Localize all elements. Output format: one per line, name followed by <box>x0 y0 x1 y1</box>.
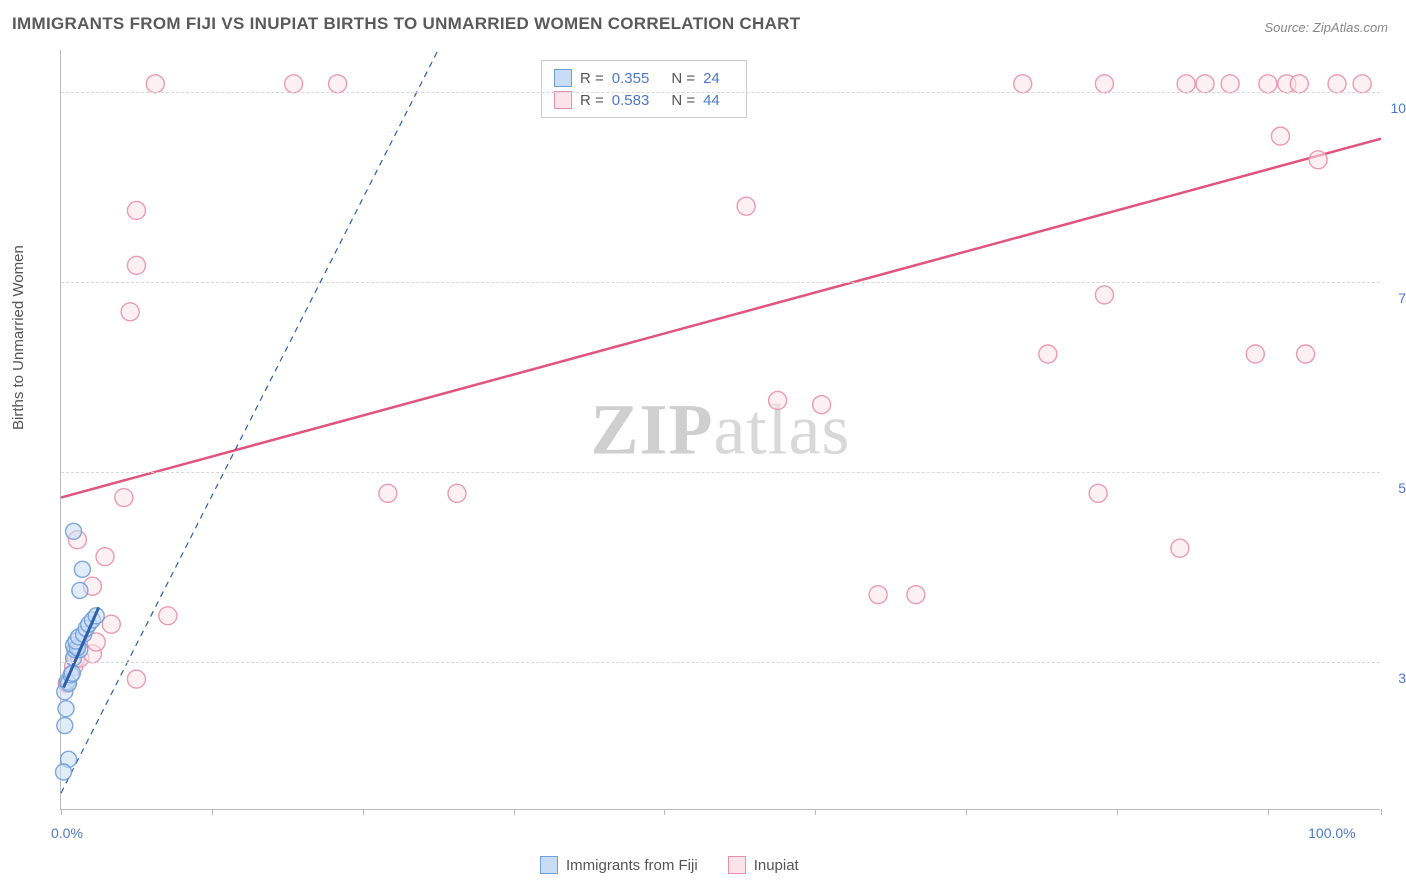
trend-line <box>61 139 1381 498</box>
y-tick-label: 55.0% <box>1398 480 1406 496</box>
r-label: R = <box>580 70 604 87</box>
data-point <box>1309 151 1327 169</box>
x-tick-label: 100.0% <box>1308 825 1355 841</box>
data-point <box>1328 75 1346 93</box>
plot-svg <box>61 50 1380 809</box>
legend-swatch <box>554 69 572 87</box>
legend-series: Immigrants from Fiji Inupiat <box>540 856 799 874</box>
x-tick <box>966 809 967 815</box>
data-point <box>58 701 74 717</box>
source-label: Source: ZipAtlas.com <box>1264 20 1388 35</box>
grid-line <box>61 282 1380 283</box>
y-tick-label: 100.0% <box>1391 100 1406 116</box>
data-point <box>1297 345 1315 363</box>
data-point <box>72 582 88 598</box>
data-point <box>769 391 787 409</box>
data-point <box>737 197 755 215</box>
x-tick <box>212 809 213 815</box>
data-point <box>56 764 72 780</box>
x-tick <box>61 809 62 815</box>
data-point <box>121 303 139 321</box>
data-point <box>285 75 303 93</box>
data-point <box>1196 75 1214 93</box>
grid-line <box>61 472 1380 473</box>
legend-stat-row: R = 0.355 N = 24 <box>554 67 734 89</box>
data-point <box>1353 75 1371 93</box>
legend-item: Inupiat <box>728 856 799 874</box>
data-point <box>1246 345 1264 363</box>
data-point <box>448 484 466 502</box>
x-tick <box>664 809 665 815</box>
n-value: 24 <box>703 70 720 87</box>
legend-item: Immigrants from Fiji <box>540 856 698 874</box>
legend-swatch <box>540 856 558 874</box>
legend-label: Inupiat <box>754 857 799 874</box>
x-tick-label: 0.0% <box>51 825 83 841</box>
r-value: 0.583 <box>612 92 650 109</box>
x-tick <box>1117 809 1118 815</box>
data-point <box>1290 75 1308 93</box>
data-point <box>1089 484 1107 502</box>
data-point <box>102 615 120 633</box>
grid-line <box>61 92 1380 93</box>
data-point <box>1039 345 1057 363</box>
trend-line <box>61 50 438 793</box>
x-tick <box>514 809 515 815</box>
data-point <box>127 256 145 274</box>
grid-line <box>61 662 1380 663</box>
x-tick <box>363 809 364 815</box>
data-point <box>1259 75 1277 93</box>
n-label: N = <box>671 92 695 109</box>
data-point <box>1171 539 1189 557</box>
r-label: R = <box>580 92 604 109</box>
x-tick <box>1381 809 1382 815</box>
data-point <box>127 201 145 219</box>
legend-swatch <box>554 91 572 109</box>
data-point <box>1095 286 1113 304</box>
data-point <box>159 607 177 625</box>
data-point <box>74 561 90 577</box>
legend-stats: R = 0.355 N = 24 R = 0.583 N = 44 <box>541 60 747 118</box>
n-value: 44 <box>703 92 720 109</box>
data-point <box>379 484 397 502</box>
data-point <box>1014 75 1032 93</box>
data-point <box>813 396 831 414</box>
data-point <box>57 718 73 734</box>
x-tick <box>815 809 816 815</box>
data-point <box>96 548 114 566</box>
r-value: 0.355 <box>612 70 650 87</box>
y-tick-label: 32.5% <box>1398 670 1406 686</box>
y-axis-label: Births to Unmarried Women <box>10 245 27 430</box>
chart-title: IMMIGRANTS FROM FIJI VS INUPIAT BIRTHS T… <box>12 14 800 34</box>
chart-container: IMMIGRANTS FROM FIJI VS INUPIAT BIRTHS T… <box>0 0 1406 892</box>
data-point <box>1177 75 1195 93</box>
data-point <box>329 75 347 93</box>
x-tick <box>1268 809 1269 815</box>
legend-label: Immigrants from Fiji <box>566 857 698 874</box>
data-point <box>907 586 925 604</box>
n-label: N = <box>671 70 695 87</box>
data-point <box>869 586 887 604</box>
data-point <box>1095 75 1113 93</box>
data-point <box>146 75 164 93</box>
data-point <box>115 489 133 507</box>
data-point <box>1221 75 1239 93</box>
data-point <box>66 523 82 539</box>
data-point <box>1271 127 1289 145</box>
data-point <box>127 670 145 688</box>
plot-area: ZIPatlas R =0.355N =24R =0.583N =44 32.5… <box>60 50 1380 810</box>
legend-swatch <box>728 856 746 874</box>
y-tick-label: 77.5% <box>1398 290 1406 306</box>
